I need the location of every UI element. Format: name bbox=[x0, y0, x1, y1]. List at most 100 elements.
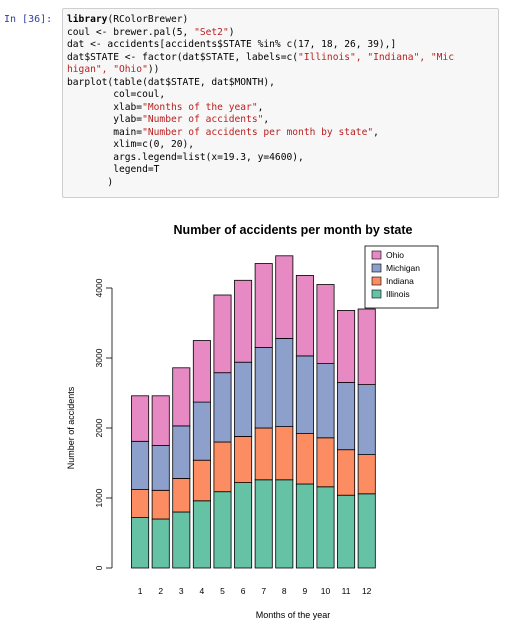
bar-segment-indiana-12 bbox=[357, 454, 376, 495]
legend-label: Illinois bbox=[386, 289, 410, 299]
bar-segment-ohio-3 bbox=[172, 367, 191, 427]
code-text: xlim=c(0, 20), bbox=[67, 139, 195, 150]
barplot-chart: Number of accidents per month by state M… bbox=[66, 223, 439, 620]
y-tick-label: 1000 bbox=[94, 488, 104, 507]
bar-segment-michigan-12 bbox=[357, 384, 376, 456]
x-tick-label: 2 bbox=[158, 586, 163, 596]
code-line: args.legend=list(x=19.3, y=4600), bbox=[67, 152, 494, 165]
code-text: ) bbox=[67, 176, 114, 188]
bar-segment-indiana-8 bbox=[275, 426, 294, 481]
bar-segment-illinois-10 bbox=[316, 486, 335, 569]
code-line: ) bbox=[67, 177, 494, 190]
bar-segment-ohio-12 bbox=[357, 308, 376, 385]
x-tick-label: 7 bbox=[261, 586, 266, 596]
legend-swatch bbox=[371, 289, 382, 299]
legend-label: Ohio bbox=[386, 250, 404, 260]
code-text: , bbox=[263, 114, 270, 125]
bar-segment-indiana-1 bbox=[131, 489, 150, 519]
code-line: coul <- brewer.pal(5, "Set2") bbox=[67, 27, 494, 40]
x-axis-label: Months of the year bbox=[256, 610, 331, 620]
code-text: barplot(table(dat$STATE, dat$MONTH), bbox=[67, 76, 275, 88]
code-line: higan", "Ohio")) bbox=[67, 64, 494, 77]
y-tick-label: 0 bbox=[94, 565, 104, 570]
bar-segment-illinois-12 bbox=[357, 493, 376, 569]
code-text: main= bbox=[67, 126, 143, 138]
code-text: (RColorBrewer) bbox=[107, 14, 189, 25]
bar-segment-ohio-1 bbox=[131, 395, 150, 442]
bar-segment-ohio-8 bbox=[275, 255, 294, 339]
x-tick-label: 11 bbox=[342, 586, 351, 596]
code-line: xlim=c(0, 20), bbox=[67, 139, 494, 152]
x-tick-label: 12 bbox=[362, 586, 372, 596]
code-string: higan", "Ohio" bbox=[67, 64, 148, 75]
y-tick-label: 4000 bbox=[94, 278, 104, 297]
y-axis: 0 1000 2000 3000 4000 bbox=[94, 278, 113, 570]
bar-segment-indiana-3 bbox=[172, 477, 191, 513]
legend-label: Michigan bbox=[386, 263, 420, 273]
y-tick-label: 3000 bbox=[94, 348, 104, 367]
bar-segment-indiana-11 bbox=[337, 449, 356, 496]
code-line: col=coul, bbox=[67, 89, 494, 102]
cell-prompt: In [36]: bbox=[4, 14, 53, 25]
code-text: , bbox=[257, 101, 264, 113]
code-line: main="Number of accidents per month by s… bbox=[67, 127, 494, 140]
code-line: legend=T bbox=[67, 164, 494, 177]
code-text: , bbox=[373, 126, 379, 138]
bar-segment-illinois-11 bbox=[337, 494, 356, 569]
x-tick-label: 3 bbox=[179, 586, 184, 596]
x-tick-label: 10 bbox=[321, 586, 331, 596]
bar-segment-ohio-5 bbox=[213, 294, 232, 374]
bar-segment-indiana-9 bbox=[295, 433, 314, 485]
bar-segment-ohio-6 bbox=[234, 279, 253, 363]
bar-segment-michigan-11 bbox=[337, 382, 356, 451]
bar-segment-indiana-2 bbox=[151, 489, 170, 520]
bar-segment-illinois-1 bbox=[131, 517, 150, 569]
code-text: dat$STATE <- factor(dat$STATE, labels=c( bbox=[67, 51, 299, 63]
chart-title: Number of accidents per month by state bbox=[174, 223, 413, 237]
bar-segment-indiana-5 bbox=[213, 441, 232, 493]
bar-segment-indiana-4 bbox=[192, 459, 211, 502]
code-text: )) bbox=[147, 64, 160, 75]
x-tick-label: 8 bbox=[282, 586, 287, 596]
code-line: ylab="Number of accidents", bbox=[67, 114, 494, 127]
bar-segment-illinois-6 bbox=[234, 482, 253, 569]
bar-segment-ohio-2 bbox=[151, 395, 170, 446]
y-tick-label: 2000 bbox=[94, 418, 104, 437]
code-string: "Number of accidents per month by state" bbox=[142, 126, 374, 138]
bar-segment-michigan-8 bbox=[275, 337, 294, 427]
code-text: ylab= bbox=[67, 114, 143, 125]
bar-segment-michigan-10 bbox=[316, 363, 335, 439]
code-string: "Illinois", "Indiana", "Mic bbox=[298, 51, 454, 63]
code-string: "Months of the year" bbox=[142, 101, 258, 113]
x-tick-labels: 1 2 3 4 5 6 7 8 9 10 11 12 bbox=[138, 586, 372, 596]
bar-segment-illinois-3 bbox=[172, 511, 191, 569]
code-cell[interactable]: library(RColorBrewer) coul <- brewer.pal(… bbox=[62, 8, 499, 198]
legend-label: Indiana bbox=[386, 276, 414, 286]
x-tick-label: 9 bbox=[303, 586, 308, 596]
bar-segment-illinois-2 bbox=[151, 518, 170, 569]
code-keyword: library bbox=[67, 14, 108, 25]
bar-segment-ohio-11 bbox=[337, 310, 356, 383]
bar-segment-michigan-1 bbox=[131, 440, 150, 491]
bar-segment-ohio-9 bbox=[295, 275, 314, 357]
code-line: dat$STATE <- factor(dat$STATE, labels=c(… bbox=[67, 52, 494, 65]
legend-swatch bbox=[371, 263, 382, 273]
bar-segment-michigan-6 bbox=[234, 361, 253, 437]
bar-segment-michigan-9 bbox=[295, 355, 314, 434]
code-line: library(RColorBrewer) bbox=[67, 14, 494, 27]
code-text: legend=T bbox=[67, 164, 160, 175]
bar-segment-michigan-7 bbox=[254, 347, 273, 429]
bar-segment-illinois-4 bbox=[192, 500, 211, 569]
legend: Ohio Michigan Indiana Illinois bbox=[364, 245, 439, 309]
bars-group bbox=[131, 255, 376, 569]
bar-segment-michigan-4 bbox=[192, 401, 211, 461]
code-text: ) bbox=[228, 26, 235, 38]
bar-segment-michigan-3 bbox=[172, 425, 191, 479]
code-text: args.legend=list(x=19.3, y=4600), bbox=[67, 151, 304, 163]
bar-segment-michigan-2 bbox=[151, 445, 170, 491]
code-text: coul <- brewer.pal(5, bbox=[67, 26, 195, 38]
code-editor[interactable]: library(RColorBrewer) coul <- brewer.pal(… bbox=[63, 9, 498, 194]
code-text: col=coul, bbox=[67, 89, 166, 100]
bar-segment-ohio-4 bbox=[192, 340, 211, 403]
code-text: xlab= bbox=[67, 101, 143, 113]
